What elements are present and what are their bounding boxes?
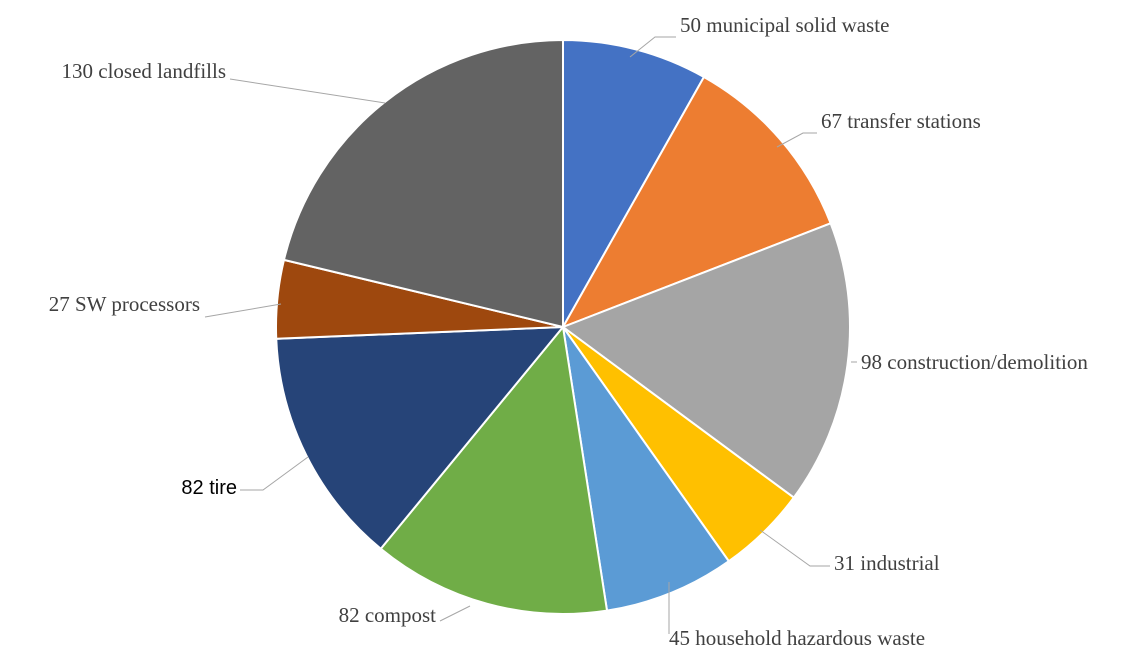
pie-slice-9 xyxy=(282,38,564,329)
pie-slices xyxy=(275,38,851,615)
leader-line-1 xyxy=(629,36,676,58)
slice-label-5: 45 household hazardous waste xyxy=(669,626,925,650)
pie-slice-6 xyxy=(379,324,609,615)
slice-label-3: 98 construction/demolition xyxy=(861,350,1088,374)
leader-line-9 xyxy=(229,78,386,104)
leader-line-7 xyxy=(240,456,309,491)
pie-slice-5 xyxy=(562,326,731,612)
slice-label-9: 130 closed landfills xyxy=(62,59,226,83)
slice-label-8: 27 SW processors xyxy=(49,292,200,316)
pie-slice-1 xyxy=(562,38,706,331)
pie-slice-7 xyxy=(275,325,566,551)
slice-label-6: 82 compost xyxy=(339,603,437,627)
pie-slice-2 xyxy=(560,75,832,329)
slice-label-1: 50 municipal solid waste xyxy=(680,13,889,37)
leader-line-6 xyxy=(439,605,471,622)
leader-lines xyxy=(204,36,857,634)
slice-labels: 50 municipal solid waste 67 transfer stat… xyxy=(49,13,1089,650)
slice-label-4: 31 industrial xyxy=(834,551,940,575)
leader-line-2 xyxy=(776,132,817,148)
slice-label-7: 82 tire xyxy=(181,477,237,499)
leader-line-8 xyxy=(204,303,282,318)
pie-slice-3 xyxy=(560,222,851,499)
leader-line-4 xyxy=(759,529,830,567)
slice-label-2: 67 transfer stations xyxy=(821,109,981,133)
